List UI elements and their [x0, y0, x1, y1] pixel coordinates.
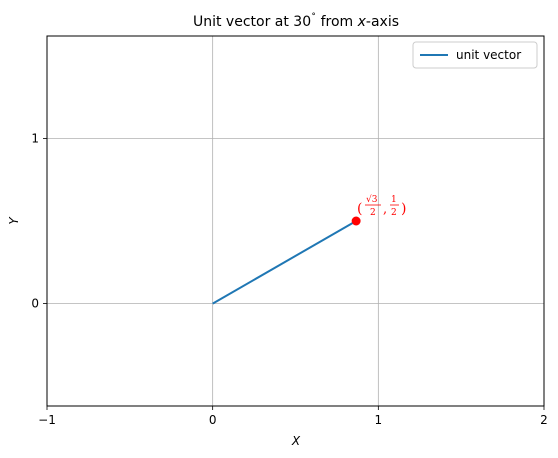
plot-frame [46, 35, 545, 407]
anno-den1: 2 [370, 208, 376, 218]
y-tick-label: 0 [31, 297, 39, 311]
anno-den2: 2 [391, 208, 397, 218]
series-layer [212, 220, 357, 305]
anno-num2: 1 [391, 195, 397, 205]
ticks: −1 0 1 2 0 1 [31, 131, 547, 427]
x-tick-label: −1 [38, 413, 56, 427]
legend-box [412, 41, 538, 69]
series-line-unit-vector [212, 220, 357, 305]
anno-close: ) [401, 201, 406, 217]
x-axis-label: X [291, 434, 301, 448]
title-prefix: Unit vector at 30 [193, 14, 311, 30]
anno-open: ( [357, 201, 362, 217]
y-tick-label: 1 [31, 131, 39, 145]
chart-title: Unit vector at 30˚ from x-axis [193, 12, 399, 30]
anno-comma: , [383, 202, 387, 217]
legend-label: unit vector [456, 48, 521, 62]
point-layer [351, 216, 361, 226]
grid [47, 36, 544, 406]
x-tick-label: 1 [375, 413, 383, 427]
x-tick-label: 2 [540, 413, 548, 427]
title-var: x [357, 14, 367, 30]
title-from: from [316, 14, 357, 30]
point-annotation: ( √3 2 , 1 2 ) [357, 194, 406, 218]
endpoint-marker [351, 216, 361, 226]
anno-num1: √3 [366, 194, 378, 205]
x-tick-label: 0 [209, 413, 217, 427]
y-axis-label: Y [7, 216, 21, 225]
title-degree: ˚ [311, 12, 316, 24]
title-suffix: -axis [366, 14, 399, 30]
legend: unit vector [412, 41, 538, 69]
